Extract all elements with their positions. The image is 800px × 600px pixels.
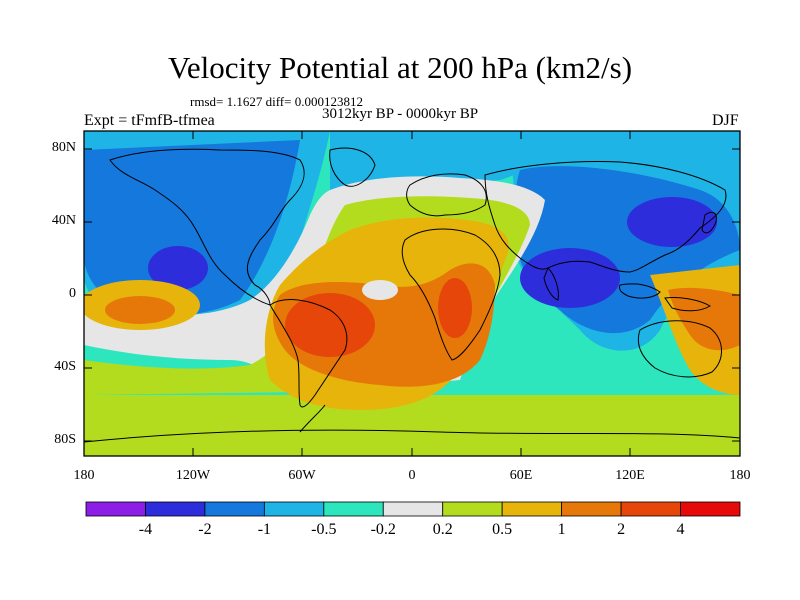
colorbar-swatch xyxy=(205,502,264,516)
colorbar-label: -1 xyxy=(239,521,289,539)
colorbar-swatch xyxy=(621,502,680,516)
contour-field xyxy=(80,131,740,456)
lat-label-40n: 40N xyxy=(16,213,76,229)
colorbar-swatch xyxy=(383,502,442,516)
colorbar-swatch xyxy=(443,502,502,516)
colorbar-label: 4 xyxy=(656,521,706,539)
colorbar-label: -0.5 xyxy=(299,521,349,539)
lat-label-80s: 80S xyxy=(16,432,76,448)
colorbar-swatch xyxy=(264,502,323,516)
colorbar-label: -0.2 xyxy=(358,521,408,539)
colorbar-label: -2 xyxy=(180,521,230,539)
colorbar-swatch xyxy=(502,502,561,516)
colorbar-label: -4 xyxy=(120,521,170,539)
lon-label-60w: 60W xyxy=(272,468,332,484)
field-atl-hole xyxy=(362,280,398,300)
map-figure xyxy=(0,0,800,600)
field-south-band xyxy=(84,395,740,456)
colorbar-label: 0.5 xyxy=(477,521,527,539)
lon-label-60e: 60E xyxy=(491,468,551,484)
colorbar-label: 0.2 xyxy=(418,521,468,539)
lon-label-120w: 120W xyxy=(163,468,223,484)
lat-label-80n: 80N xyxy=(16,140,76,156)
field-epac-orange xyxy=(105,296,175,324)
colorbar-label: 1 xyxy=(537,521,587,539)
lat-label-0: 0 xyxy=(16,286,76,302)
field-africa-max xyxy=(438,278,472,338)
lon-label-180e: 180 xyxy=(710,468,770,484)
lon-label-0: 0 xyxy=(382,468,442,484)
colorbar-swatch xyxy=(562,502,621,516)
colorbar-label: 2 xyxy=(596,521,646,539)
colorbar-swatch xyxy=(681,502,740,516)
colorbar-swatch xyxy=(145,502,204,516)
field-indo-min xyxy=(520,248,620,308)
colorbar-swatch xyxy=(324,502,383,516)
lat-label-40s: 40S xyxy=(16,359,76,375)
field-sa-max xyxy=(285,293,375,357)
lon-label-180w: 180 xyxy=(54,468,114,484)
colorbar xyxy=(86,502,740,516)
lon-label-120e: 120E xyxy=(600,468,660,484)
colorbar-swatch xyxy=(86,502,145,516)
